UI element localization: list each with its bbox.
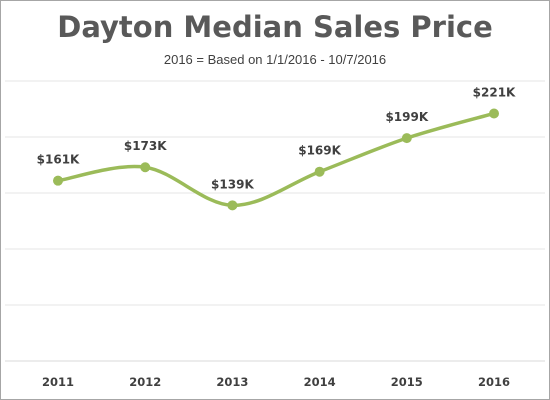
x-tick-label: 2015 xyxy=(391,375,423,389)
data-label: $161K xyxy=(37,153,80,167)
data-point xyxy=(140,162,151,173)
data-point xyxy=(401,133,412,144)
data-point xyxy=(53,175,63,186)
chart-title: Dayton Median Sales Price xyxy=(57,10,493,44)
data-label: $139K xyxy=(211,177,254,191)
data-point xyxy=(314,166,325,177)
x-tick-label: 2011 xyxy=(42,375,74,389)
data-label: $199K xyxy=(385,110,428,124)
x-tick-label: 2016 xyxy=(478,375,510,389)
chart-subtitle: 2016 = Based on 1/1/2016 - 10/7/2016 xyxy=(163,52,387,67)
data-point xyxy=(227,200,238,211)
x-tick-label: 2012 xyxy=(129,375,161,389)
data-label: $169K xyxy=(298,144,341,158)
data-label: $221K xyxy=(473,85,516,99)
data-point xyxy=(489,108,499,119)
series-line xyxy=(56,111,496,208)
data-label: $173K xyxy=(124,139,167,153)
x-tick-label: 2013 xyxy=(216,375,248,389)
x-tick-label: 2014 xyxy=(304,375,336,389)
